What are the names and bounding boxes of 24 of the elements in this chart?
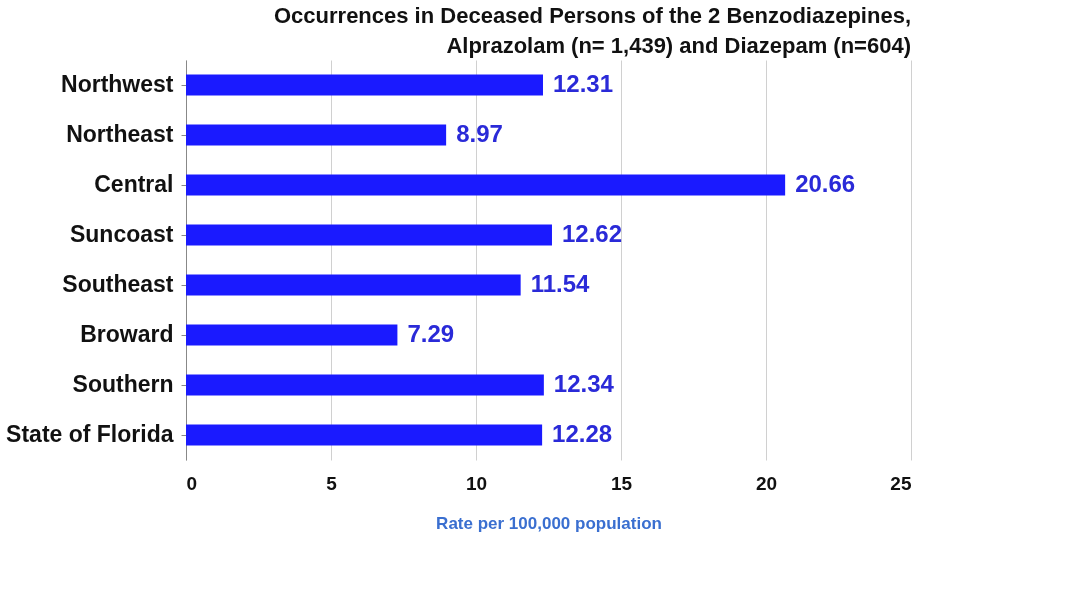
data-label: 8.97 xyxy=(456,120,503,147)
data-label: 20.66 xyxy=(795,170,856,197)
y-tick-label: Southeast xyxy=(62,271,174,297)
y-tick-label: Central xyxy=(94,171,174,197)
data-label: 12.28 xyxy=(552,420,613,447)
x-axis-title: Rate per 100,000 population xyxy=(436,513,662,533)
x-tick-label: 25 xyxy=(890,472,912,494)
data-label: 7.29 xyxy=(407,320,455,347)
y-tick-label: Suncoast xyxy=(69,221,174,247)
y-tick-label: Southern xyxy=(72,371,174,397)
x-tick-label: 10 xyxy=(465,472,488,494)
data-label: 11.54 xyxy=(530,270,591,297)
y-tick-label: Broward xyxy=(80,321,174,347)
x-tick-label: 0 xyxy=(186,472,198,494)
chart-title: Occurrences in Deceased Persons of the 2 Benzodiazepines, Alprazolam (n= 1,439) and Diazepam (n=604) xyxy=(273,3,911,58)
y-tick-label: Northeast xyxy=(66,121,174,147)
y-tick-label: Northwest xyxy=(61,71,174,97)
x-tick-label: 5 xyxy=(326,472,338,494)
data-label: 12.62 xyxy=(561,220,623,247)
x-tick-label: 20 xyxy=(755,472,778,494)
data-label: 12.34 xyxy=(553,370,615,397)
x-tick-label: 15 xyxy=(610,472,633,494)
y-tick-label: State of Florida xyxy=(6,421,174,447)
data-label: 12.31 xyxy=(552,70,614,97)
